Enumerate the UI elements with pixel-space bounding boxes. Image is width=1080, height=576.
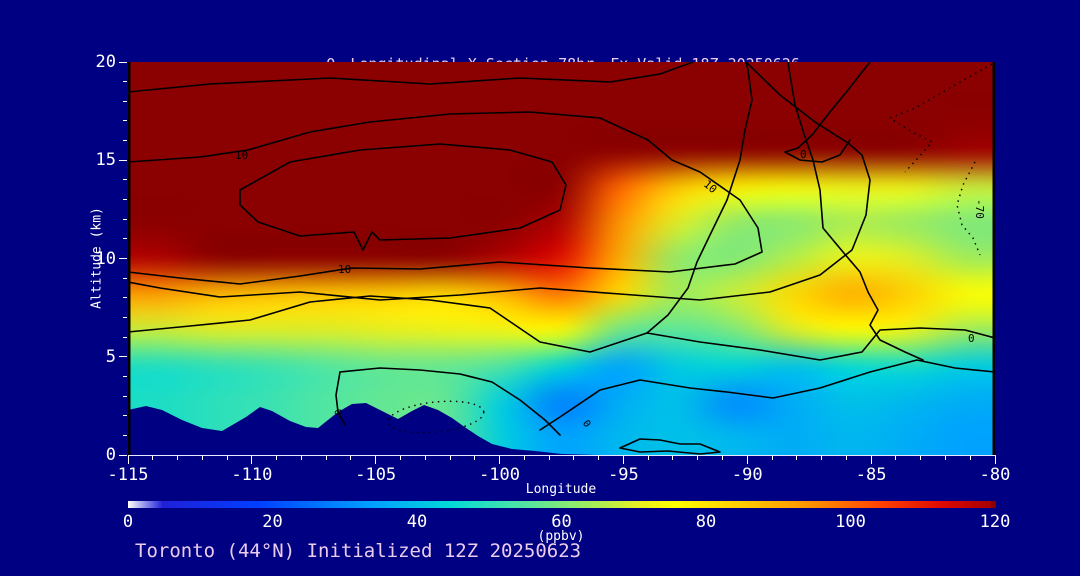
- y-tick-label: 5: [105, 346, 116, 367]
- y-major-tick: [119, 159, 127, 161]
- x-minor-tick: [697, 456, 699, 460]
- x-minor-tick: [226, 456, 228, 460]
- x-tick-label: -95: [608, 465, 639, 485]
- x-minor-tick: [399, 456, 401, 460]
- y-tick-label: 15: [95, 150, 116, 171]
- y-major-tick: [119, 356, 127, 358]
- x-minor-tick: [300, 456, 302, 460]
- x-minor-tick: [350, 456, 352, 460]
- x-minor-tick: [845, 456, 847, 460]
- y-axis-title: Altitude (km): [89, 207, 105, 309]
- x-minor-tick: [474, 456, 476, 460]
- colorbar-tick-label: 80: [695, 512, 717, 532]
- y-minor-tick: [123, 199, 127, 201]
- x-minor-tick: [722, 456, 723, 460]
- y-minor-tick: [123, 238, 127, 240]
- y-minor-tick: [123, 415, 127, 417]
- x-major-tick: [251, 456, 253, 464]
- colorbar-tick-label: 0: [122, 512, 134, 532]
- colorbar-tick-label: 120: [979, 512, 1011, 532]
- colorbar-end-cap: [991, 501, 996, 508]
- x-minor-tick: [573, 456, 575, 460]
- y-minor-tick: [123, 277, 127, 279]
- footer-run-info: Toronto (44°N) Initialized 12Z 20250623: [135, 540, 582, 562]
- y-minor-tick: [123, 434, 127, 436]
- x-tick-label: -90: [731, 465, 763, 485]
- colorbar-units: (ppbv): [537, 529, 585, 544]
- x-minor-tick: [325, 456, 327, 460]
- x-minor-tick: [598, 456, 600, 460]
- x-minor-tick: [152, 456, 154, 460]
- x-minor-tick: [796, 456, 798, 460]
- x-major-tick: [127, 456, 129, 464]
- x-minor-tick: [177, 456, 179, 460]
- colorbar-gradient: [128, 501, 995, 508]
- x-minor-tick: [647, 456, 649, 460]
- x-major-tick: [746, 456, 748, 464]
- x-minor-tick: [771, 456, 773, 460]
- x-tick-label: -105: [355, 465, 397, 485]
- y-minor-tick: [123, 297, 127, 299]
- y-minor-tick: [123, 375, 127, 377]
- x-minor-tick: [920, 456, 922, 460]
- ozone-heatmap-canvas: [128, 62, 995, 455]
- colorbar-tick-label: 100: [835, 512, 866, 532]
- y-major-tick: [119, 454, 127, 456]
- x-tick-label: -80: [979, 465, 1011, 485]
- x-axis-line: [128, 455, 996, 456]
- x-minor-tick: [523, 456, 525, 460]
- y-minor-tick: [123, 100, 127, 102]
- x-minor-tick: [944, 456, 946, 460]
- x-minor-tick: [821, 456, 823, 460]
- x-tick-label: -100: [479, 465, 521, 485]
- y-tick-label: 10: [95, 248, 116, 269]
- y-minor-tick: [123, 316, 127, 318]
- x-minor-tick: [449, 456, 451, 460]
- y-minor-tick: [123, 140, 127, 142]
- x-major-tick: [622, 456, 624, 464]
- x-minor-tick: [424, 456, 426, 460]
- y-tick-label: 20: [95, 52, 116, 72]
- y-minor-tick: [123, 336, 127, 338]
- x-minor-tick: [548, 456, 550, 460]
- x-minor-tick: [201, 456, 203, 460]
- y-minor-tick: [123, 81, 127, 83]
- colorbar-tick-label: 20: [262, 512, 283, 532]
- x-tick-label: -115: [107, 465, 149, 485]
- colorbar-tick-label: 40: [406, 512, 428, 532]
- x-minor-tick: [895, 456, 897, 460]
- x-tick-label: -85: [855, 465, 887, 485]
- x-major-tick: [994, 456, 996, 464]
- y-minor-tick: [123, 395, 127, 397]
- y-tick-label: 0: [105, 445, 116, 465]
- colorbar-tick-label: 60: [551, 512, 572, 532]
- y-major-tick: [119, 258, 127, 259]
- x-tick-label: -110: [231, 465, 273, 485]
- y-minor-tick: [123, 218, 127, 220]
- x-major-tick: [375, 456, 377, 464]
- x-minor-tick: [672, 456, 674, 460]
- y-minor-tick: [123, 120, 127, 122]
- y-major-tick: [119, 61, 127, 63]
- y-minor-tick: [123, 179, 127, 181]
- x-minor-tick: [276, 456, 278, 460]
- x-minor-tick: [969, 456, 971, 460]
- x-major-tick: [870, 456, 872, 464]
- x-major-tick: [499, 456, 501, 464]
- x-axis-title: Longitude: [525, 482, 597, 497]
